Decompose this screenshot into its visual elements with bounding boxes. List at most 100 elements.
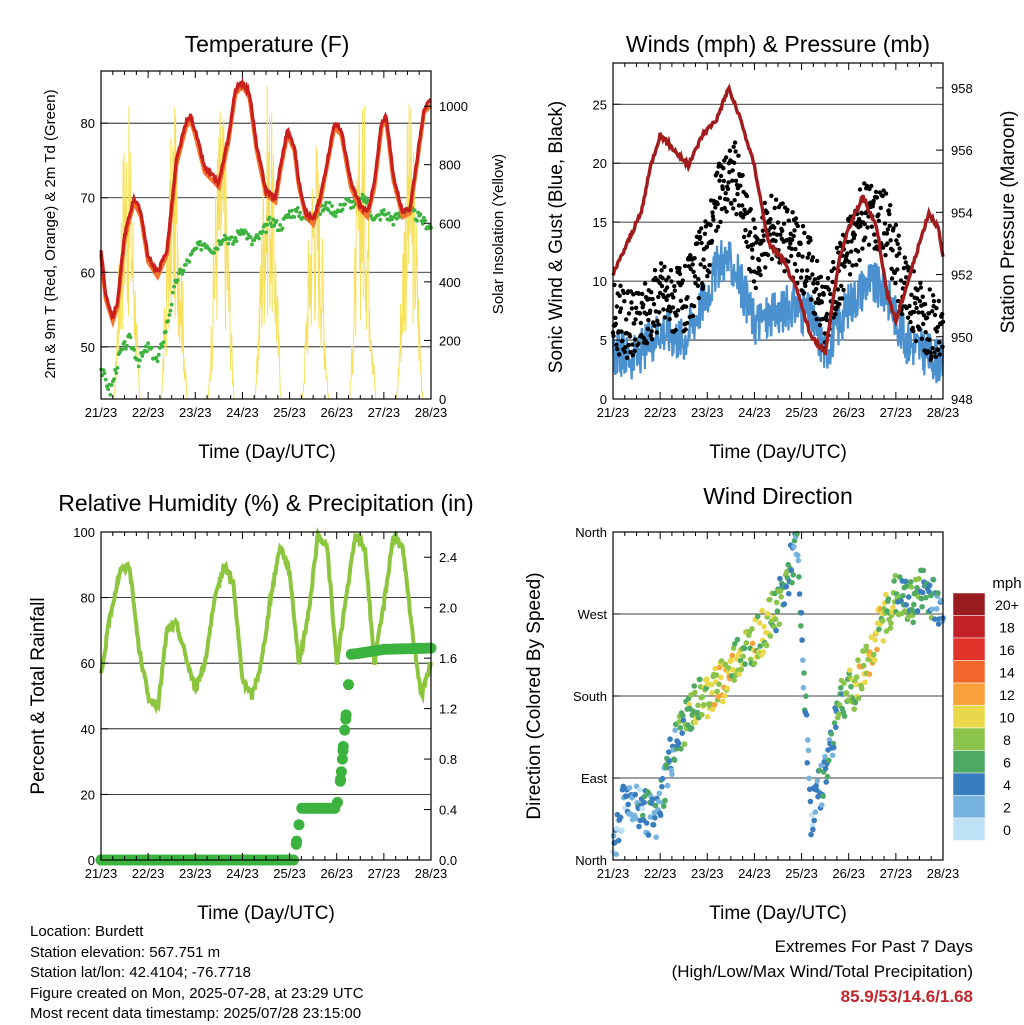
gust-point [789,246,794,251]
dewpoint-point [145,349,149,354]
gust-point [888,203,893,208]
direction-point [760,649,767,655]
gust-point [761,233,767,238]
dewpoint-point [163,329,168,334]
x-tick-label: 24/23 [738,866,771,881]
gust-point [690,262,695,267]
direction-point [930,577,937,583]
direction-point [916,576,922,582]
gust-point [803,283,808,289]
gust-point [710,214,716,219]
gust-point [914,296,920,301]
direction-point [853,674,860,680]
gust-point [644,311,649,317]
direction-point [652,802,659,809]
direction-point [662,797,668,804]
dewpoint-point [215,247,220,251]
dewpoint-point [297,214,301,219]
direction-point [641,793,648,800]
dewpoint-point [260,229,265,234]
direction-point [647,814,654,820]
gust-point [903,260,908,265]
dewpoint-point [390,217,394,222]
gust-point [723,155,729,160]
gust-point [756,257,762,263]
dewpoint-point [171,290,175,295]
gust-point [909,292,914,297]
direction-point [918,595,925,602]
direction-point [652,815,658,821]
y-tick-label: 60 [81,265,95,280]
gust-point [727,170,732,175]
gust-point [721,166,726,171]
gust-point [665,285,670,290]
dewpoint-point [267,215,272,220]
gust-point [914,305,919,311]
direction-point [680,712,686,719]
direction-point [738,666,744,673]
gust-point [919,336,924,341]
gust-point [805,255,810,260]
y-right-tick-label: 1.6 [439,651,457,666]
direction-point [728,673,735,679]
gust-point [730,178,735,183]
gust-point [806,251,812,256]
direction-point [681,741,688,747]
gust-point [822,331,827,336]
direction-point [879,618,886,624]
gust-point [857,187,863,192]
gust-point [781,221,787,226]
gust-point [680,278,685,283]
gust-point [817,292,822,297]
dewpoint-point [156,352,161,357]
direction-point [777,588,784,594]
direction-point [852,699,859,706]
gust-point [807,275,812,281]
humidity-ylabel-left: Percent & Total Rainfall [28,597,49,794]
direction-point [765,610,771,617]
dewpoint-point [391,222,396,227]
gust-point [667,317,672,322]
direction-point [843,690,850,696]
direction-point [669,771,675,778]
insolation-line [396,103,424,400]
gust-point [813,311,818,317]
gust-point [918,280,923,286]
direction-point [691,683,697,689]
dewpoint-point [338,202,343,207]
gust-point [752,225,758,231]
gust-point [765,210,770,215]
gust-point [894,238,899,243]
gust-point [668,268,674,273]
gust-point [723,191,728,196]
gust-point [632,348,637,354]
insolation-line [254,85,283,400]
colorbar-label: 4 [1003,777,1011,793]
direction-point [874,646,880,653]
gust-point [814,286,819,292]
gust-point [630,342,635,347]
gust-point [695,283,701,288]
direction-point [697,676,703,683]
direction-point [774,608,781,614]
gust-point [864,183,870,189]
y-tick-label: 5 [600,333,607,348]
precip-point [293,819,305,831]
direction-point [783,583,790,590]
gust-point [854,262,859,267]
direction-point [721,693,728,699]
dewpoint-point [143,344,148,349]
direction-point [788,567,795,574]
direction-point [743,640,750,646]
direction-point [920,567,927,574]
recent-timestamp: Most recent data timestamp: 2025/07/28 2… [30,1005,362,1022]
direction-point [688,725,695,731]
direction-point [838,685,844,691]
direction-point [828,731,835,737]
direction-point [818,762,824,769]
dewpoint-point [265,222,270,227]
station-info: Location: Burdett Station elevation: 567… [30,922,364,1025]
gust-point [835,287,841,292]
direction-point [679,730,685,736]
gust-point [715,170,720,175]
